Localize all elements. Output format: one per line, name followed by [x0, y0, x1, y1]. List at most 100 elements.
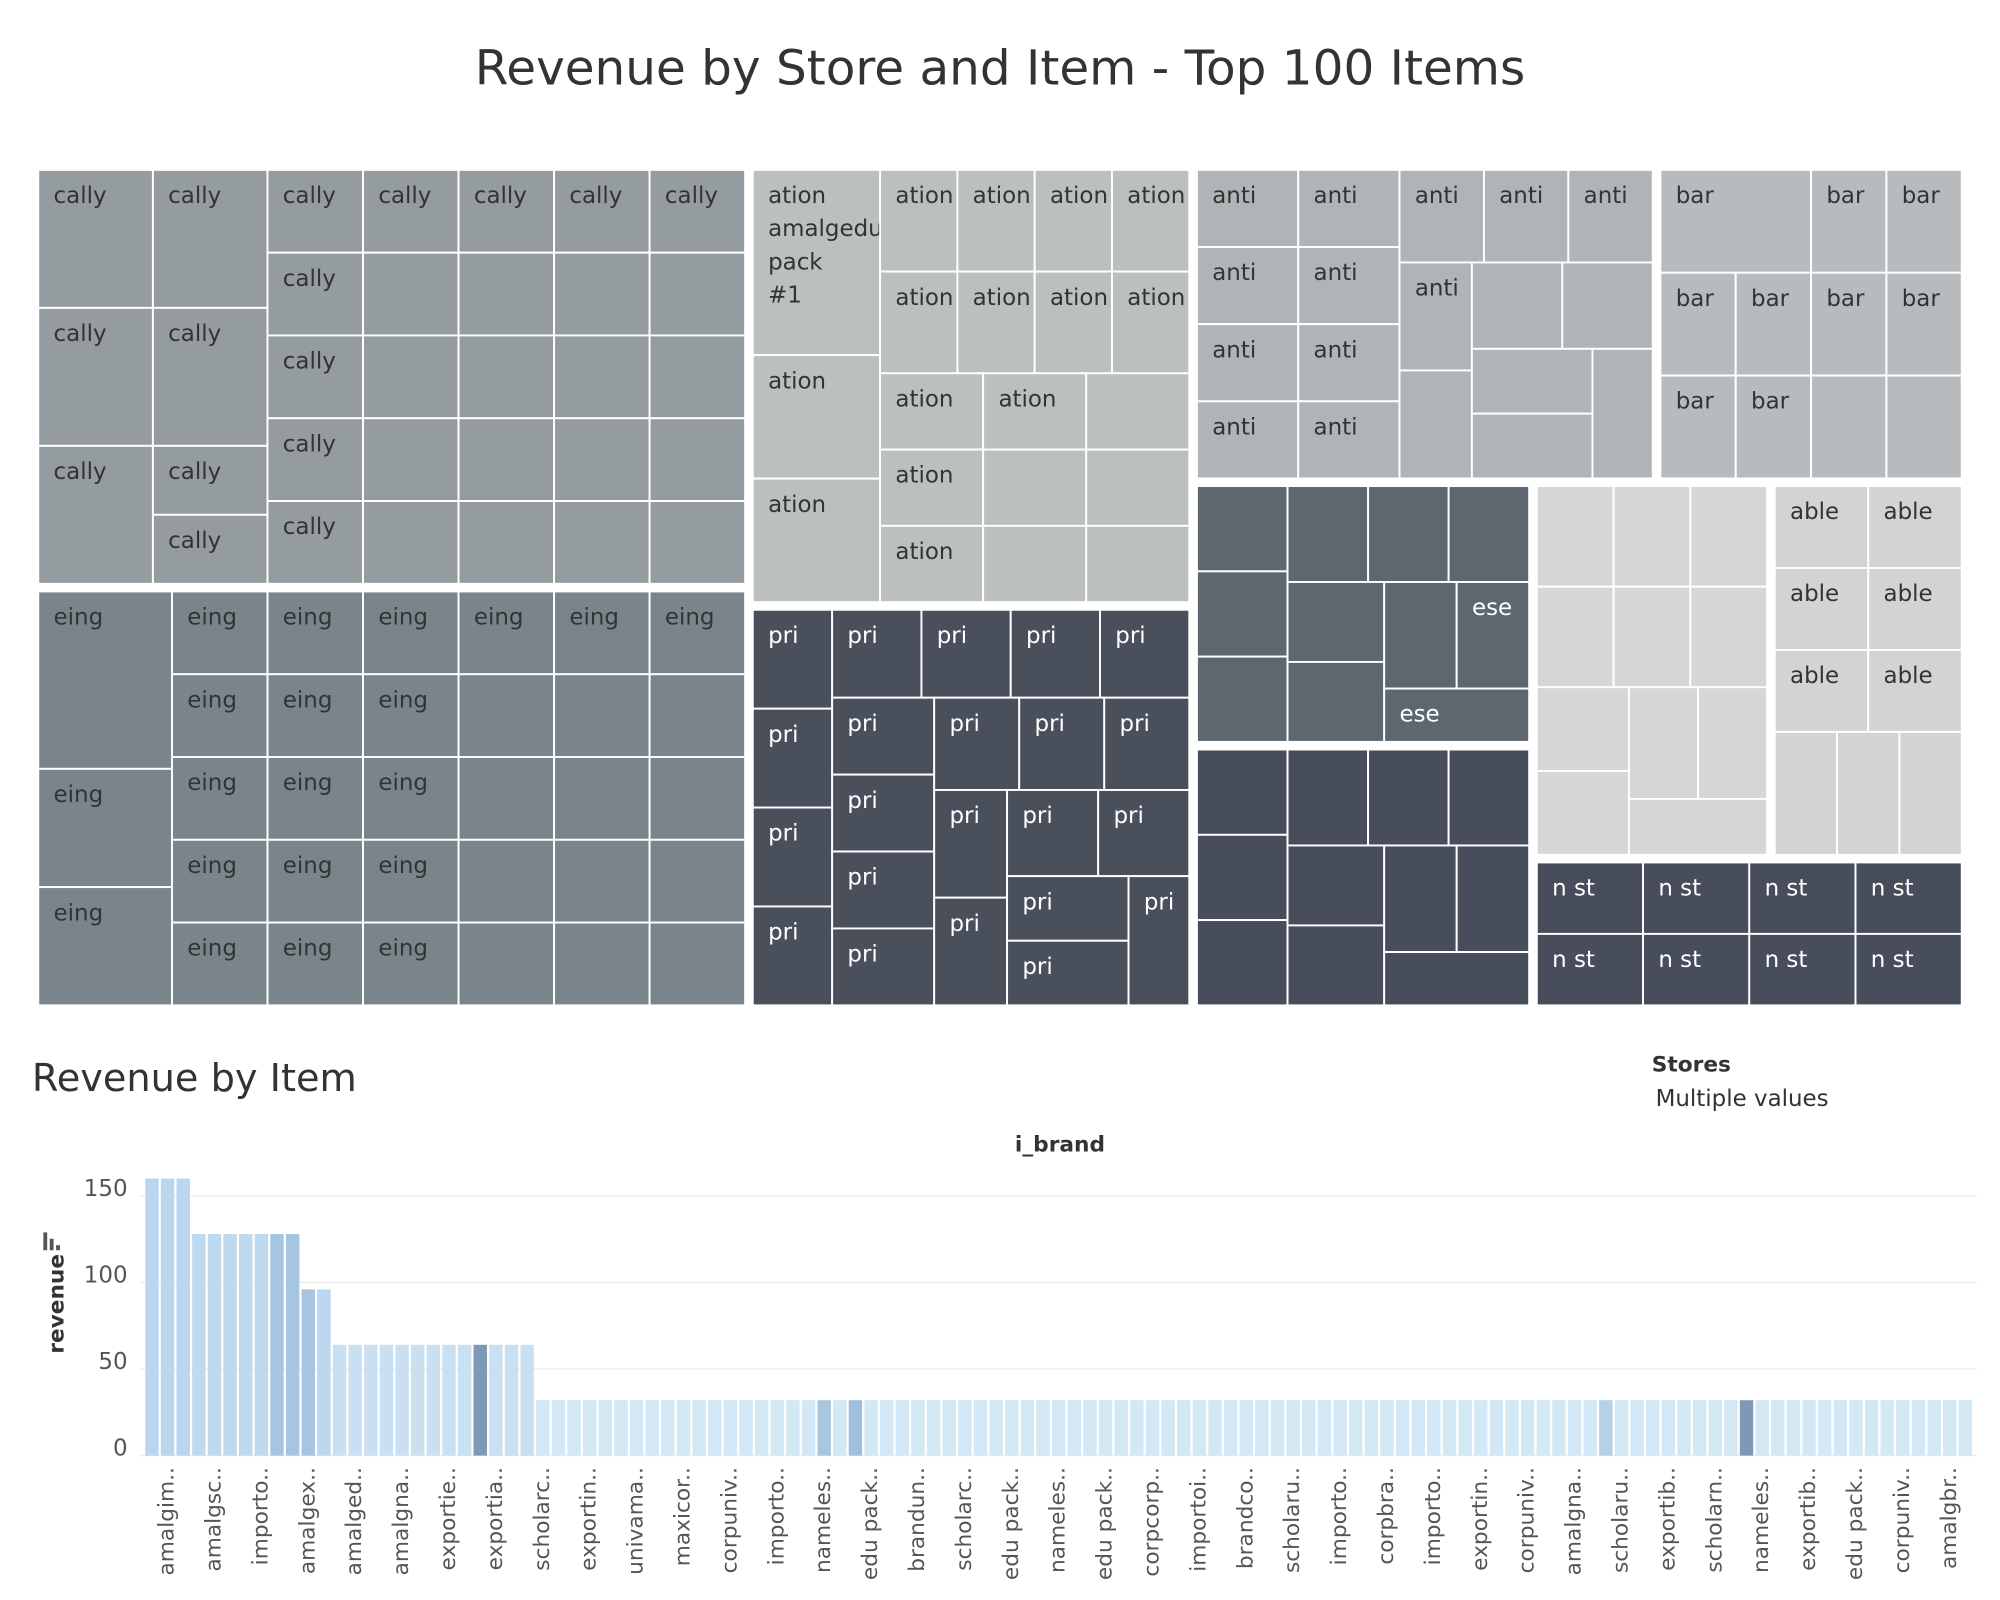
treemap-cell	[1383, 687, 1531, 743]
cell-label: ese	[1472, 595, 1512, 621]
treemap-cell	[1689, 485, 1769, 588]
x-tick-label: amalgim..	[155, 1467, 180, 1575]
treemap-cell	[1085, 372, 1191, 451]
treemap-cell	[879, 524, 985, 604]
bar	[1098, 1400, 1113, 1456]
bar	[1270, 1400, 1285, 1456]
treemap-cell	[1006, 939, 1130, 1007]
treemap-cell	[1627, 797, 1769, 856]
treemap-cell	[266, 921, 364, 1007]
cell-label: cally	[168, 459, 221, 485]
cell-label: anti	[1415, 183, 1459, 209]
x-tick-label: maxicor..	[670, 1467, 695, 1566]
treemap-cell	[362, 838, 460, 924]
bar	[239, 1233, 253, 1456]
treemap-cell	[37, 767, 173, 889]
treemap-cell	[1286, 924, 1386, 1007]
treemap-cell	[1854, 932, 1963, 1007]
treemap-cell	[1567, 168, 1654, 264]
bar	[1927, 1400, 1941, 1456]
bar	[1943, 1400, 1957, 1456]
cell-label: eing	[283, 770, 333, 796]
cell-label: cally	[168, 528, 221, 554]
treemap-cell	[1470, 412, 1594, 480]
x-tick-label: exportia..	[483, 1467, 508, 1570]
treemap-cell	[1867, 567, 1963, 651]
treemap-cell	[648, 756, 747, 841]
treemap-cell	[1773, 730, 1839, 856]
x-tick-label: amalgna..	[1562, 1467, 1587, 1575]
treemap-cell	[1447, 485, 1531, 583]
treemap-cell	[1885, 271, 1963, 377]
cell-label: eing	[187, 770, 237, 796]
x-tick-label: scholaru..	[1280, 1467, 1305, 1573]
treemap-cell	[1383, 844, 1458, 954]
treemap-cell	[1085, 524, 1191, 604]
treemap-cell	[362, 921, 460, 1007]
treemap-cell	[362, 417, 460, 502]
treemap-cell	[1561, 261, 1654, 350]
cell-label: cally	[168, 321, 221, 347]
bar	[692, 1400, 706, 1456]
bar	[551, 1400, 566, 1456]
bar	[1067, 1400, 1082, 1456]
x-tick-label: amalged..	[342, 1467, 367, 1575]
cell-label: cally	[283, 349, 336, 375]
treemap-cell	[1286, 660, 1386, 743]
treemap-cell	[457, 673, 556, 758]
bar	[1458, 1400, 1472, 1456]
filter-value[interactable]: Multiple values	[1656, 1086, 1829, 1112]
treemap-cell	[831, 927, 936, 1007]
x-tick-label: exportie..	[436, 1467, 461, 1570]
cell-label: able	[1884, 499, 1933, 525]
bar	[364, 1344, 378, 1456]
treemap-cell	[1297, 400, 1401, 480]
x-tick-label: corpbra..	[1374, 1467, 1399, 1565]
cell-label: pri	[949, 911, 979, 937]
bar	[1520, 1400, 1535, 1456]
x-tick-label: amalgna..	[389, 1467, 414, 1575]
cell-label: pri	[1026, 623, 1056, 649]
treemap-cell	[1297, 323, 1401, 403]
cell-label: bar	[1676, 389, 1715, 415]
x-tick-label: importo..	[248, 1467, 273, 1565]
treemap-cell	[362, 251, 460, 337]
x-tick-label: edu pack..	[858, 1467, 883, 1580]
cell-label: pri	[1022, 803, 1052, 829]
sort-icon[interactable]	[43, 1232, 60, 1251]
treemap-cell	[1367, 748, 1450, 847]
bar	[1411, 1400, 1425, 1456]
treemap-cell	[956, 270, 1036, 375]
cell-label: eing	[283, 936, 333, 962]
bar	[1739, 1400, 1754, 1456]
cell-label: able	[1790, 581, 1839, 607]
treemap-title: Revenue by Store and Item - Top 100 Item…	[475, 41, 1525, 97]
treemap-cell	[1535, 770, 1630, 856]
treemap-cell	[1885, 374, 1963, 480]
bar	[582, 1400, 597, 1456]
treemap-cell	[151, 444, 269, 516]
x-tick-label: nameles..	[811, 1467, 836, 1573]
bar	[1708, 1400, 1722, 1456]
x-tick-label: nameles..	[1046, 1467, 1071, 1573]
bar	[1239, 1400, 1253, 1456]
treemap-cell	[1447, 748, 1531, 847]
treemap-cell	[1195, 655, 1289, 743]
treemap-cell	[1659, 168, 1813, 274]
bar	[895, 1400, 910, 1456]
treemap-cell	[1734, 271, 1813, 377]
treemap-cell	[171, 756, 269, 841]
treemap-cell	[648, 251, 747, 337]
cell-label: anti	[1314, 260, 1358, 286]
cell-label: cally	[283, 266, 336, 292]
bar	[1177, 1400, 1191, 1456]
bar	[473, 1344, 487, 1456]
treemap-cell	[457, 417, 556, 502]
bar	[1051, 1400, 1066, 1456]
bar	[645, 1400, 659, 1456]
bar	[817, 1400, 831, 1456]
bar	[879, 1400, 894, 1456]
cell-label: n st	[1871, 876, 1914, 902]
treemap-cell	[37, 590, 173, 770]
